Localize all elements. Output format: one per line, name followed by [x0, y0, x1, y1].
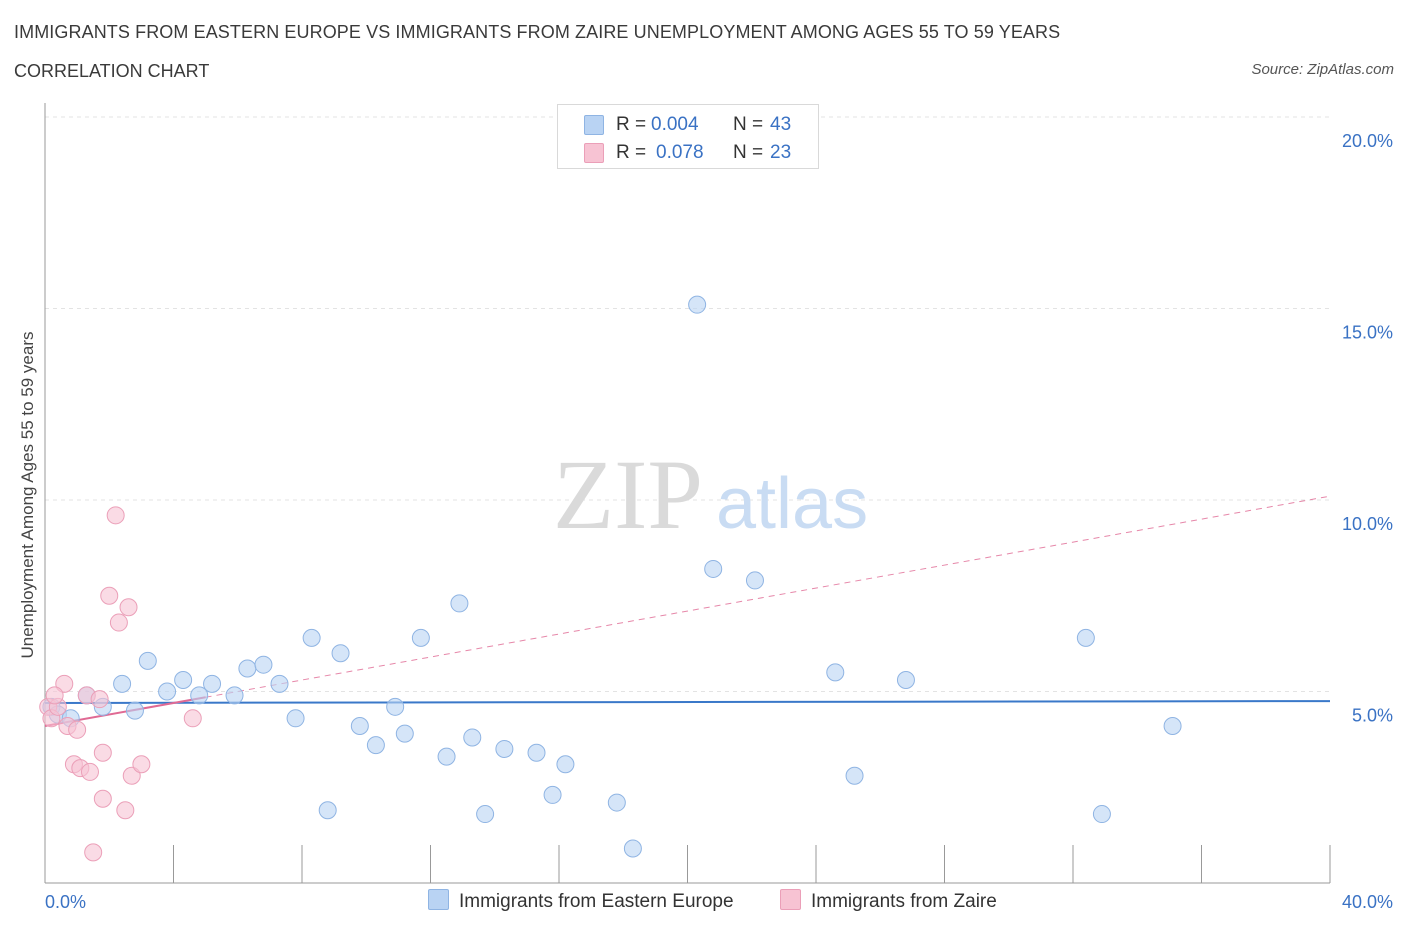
point-zaire	[84, 843, 103, 862]
legend-swatch-pink	[584, 143, 604, 163]
trend-line-eastern-europe	[44, 700, 1331, 704]
point-eastern-europe	[527, 743, 546, 762]
point-eastern-europe	[845, 766, 864, 785]
data-points	[39, 295, 1182, 862]
legend-r-value: 0.078	[656, 142, 704, 163]
point-eastern-europe	[366, 736, 385, 755]
grid-lines	[45, 116, 1330, 692]
point-eastern-europe	[463, 728, 482, 747]
point-eastern-europe	[476, 805, 495, 824]
point-eastern-europe	[270, 674, 289, 693]
point-eastern-europe	[190, 686, 209, 705]
watermark: ZIP atlas	[553, 439, 868, 550]
point-zaire	[55, 674, 74, 693]
point-zaire	[80, 762, 99, 781]
trend-line-zaire-dashed	[205, 495, 1331, 698]
point-eastern-europe	[411, 628, 430, 647]
point-eastern-europe	[125, 701, 144, 720]
bottom-legend-label: Immigrants from Eastern Europe	[459, 891, 734, 912]
point-eastern-europe	[688, 295, 707, 314]
point-eastern-europe	[623, 839, 642, 858]
bottom-legend-swatch-blue	[428, 889, 449, 910]
point-eastern-europe	[254, 655, 273, 674]
point-eastern-europe	[286, 709, 305, 728]
point-zaire	[183, 709, 202, 728]
point-eastern-europe	[437, 747, 456, 766]
point-zaire	[45, 686, 64, 705]
point-zaire	[68, 720, 87, 739]
point-zaire	[90, 690, 109, 709]
legend-swatch-blue	[584, 115, 604, 135]
x-tick-label: 0.0%	[45, 892, 86, 912]
point-zaire	[132, 755, 151, 774]
point-eastern-europe	[331, 644, 350, 663]
point-zaire	[93, 743, 112, 762]
point-zaire	[119, 598, 138, 617]
axes	[44, 103, 1331, 884]
point-eastern-europe	[203, 674, 222, 693]
y-tick-label: 5.0%	[1352, 706, 1393, 726]
point-eastern-europe	[704, 559, 723, 578]
y-axis-label: Unemployment Among Ages 55 to 59 years	[18, 331, 37, 659]
legend-r-value: 0.004	[651, 114, 699, 135]
point-eastern-europe	[607, 793, 626, 812]
point-eastern-europe	[113, 674, 132, 693]
point-eastern-europe	[1163, 716, 1182, 735]
legend-n-value: 43	[770, 114, 792, 135]
point-zaire	[100, 586, 119, 605]
point-eastern-europe	[386, 697, 405, 716]
tick-labels: 5.0% 10.0% 15.0% 20.0% 0.0% 40.0%	[45, 131, 1393, 912]
chart-title: IMMIGRANTS FROM EASTERN EUROPE VS IMMIGR…	[14, 22, 1061, 42]
legend-n-label: N =	[733, 114, 764, 135]
point-eastern-europe	[450, 594, 469, 613]
point-eastern-europe	[543, 785, 562, 804]
point-eastern-europe	[395, 724, 414, 743]
point-eastern-europe	[556, 755, 575, 774]
legend-r-label: R =	[616, 142, 647, 163]
point-zaire	[109, 613, 128, 632]
legend-n-label: N =	[733, 142, 764, 163]
point-eastern-europe	[350, 716, 369, 735]
point-zaire	[93, 789, 112, 808]
point-eastern-europe	[238, 659, 257, 678]
bottom-legend-label: Immigrants from Zaire	[811, 891, 997, 912]
point-zaire	[116, 801, 135, 820]
source-credit: Source: ZipAtlas.com	[1251, 61, 1394, 78]
point-eastern-europe	[495, 739, 514, 758]
point-zaire	[106, 506, 125, 525]
correlation-legend: R = 0.004 N = 43 R = 0.078 N = 23	[557, 104, 819, 169]
legend-r-label: R =	[616, 114, 647, 135]
point-eastern-europe	[318, 801, 337, 820]
x-tick-label: 40.0%	[1342, 892, 1393, 912]
bottom-legend-swatch-pink	[780, 889, 801, 910]
point-eastern-europe	[1076, 628, 1095, 647]
point-eastern-europe	[302, 628, 321, 647]
point-eastern-europe	[826, 663, 845, 682]
point-eastern-europe	[896, 671, 915, 690]
legend-n-value: 23	[770, 142, 792, 163]
point-eastern-europe	[158, 682, 177, 701]
y-tick-label: 20.0%	[1342, 131, 1393, 151]
point-eastern-europe	[174, 671, 193, 690]
bottom-legend-zaire: Immigrants from Zaire	[780, 889, 997, 913]
bottom-legend-eastern-europe: Immigrants from Eastern Europe	[428, 889, 734, 913]
chart-subtitle: CORRELATION CHART	[14, 61, 210, 81]
point-eastern-europe	[1092, 805, 1111, 824]
point-eastern-europe	[225, 686, 244, 705]
point-eastern-europe	[745, 571, 764, 590]
point-zaire	[122, 766, 141, 785]
point-eastern-europe	[138, 651, 157, 670]
watermark-atlas: atlas	[716, 464, 868, 544]
y-tick-label: 10.0%	[1342, 514, 1393, 534]
watermark-zip: ZIP	[553, 439, 703, 550]
y-tick-label: 15.0%	[1342, 323, 1393, 343]
